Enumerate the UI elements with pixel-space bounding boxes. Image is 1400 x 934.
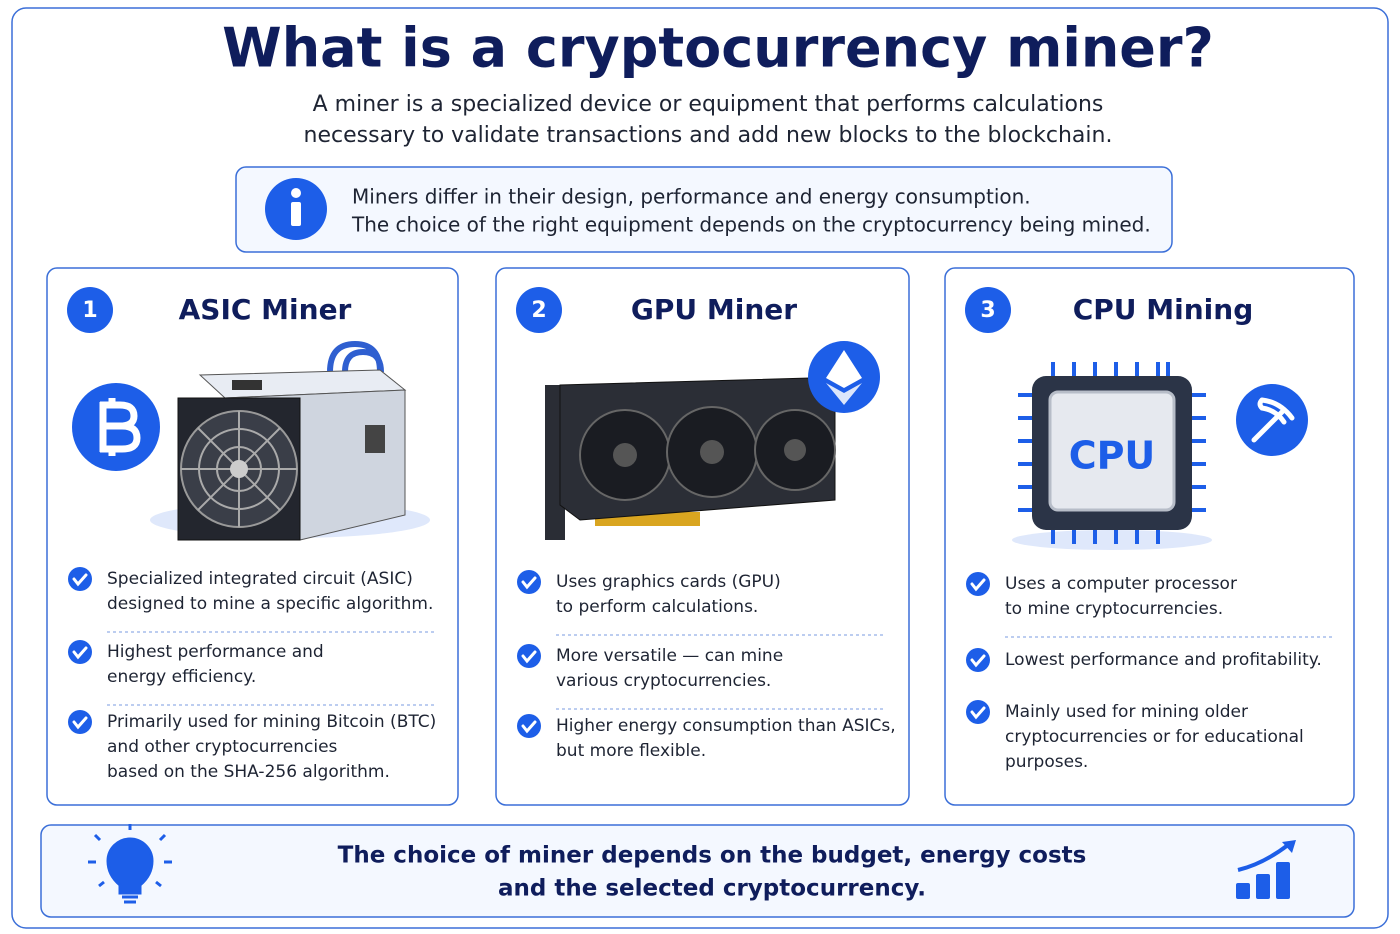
footer-text: and the selected cryptocurrency.: [498, 876, 926, 902]
cpu-illustration: [1012, 362, 1308, 550]
bullet-text: purposes.: [1005, 752, 1088, 772]
subtitle: A miner is a specialized device or equip…: [313, 92, 1104, 117]
lightbulb-icon: [88, 824, 172, 904]
bullet-text: Lowest performance and profitability.: [1005, 650, 1322, 670]
card-number: 1: [82, 298, 97, 323]
card-title: ASIC Miner: [179, 293, 352, 326]
bullet-text: energy efficiency.: [107, 667, 256, 687]
info-text: The choice of the right equipment depend…: [351, 213, 1151, 237]
card-title: CPU Mining: [1073, 293, 1254, 326]
chart-icon: [1236, 840, 1296, 899]
footer-text: The choice of miner depends on the budge…: [338, 843, 1087, 869]
card-title: GPU Miner: [631, 293, 797, 326]
bullet-text: Uses a computer processor: [1005, 574, 1237, 594]
bullet-text: Uses graphics cards (GPU): [556, 572, 781, 592]
bullet-text: and other cryptocurrencies: [107, 737, 338, 757]
card-number: 2: [531, 298, 546, 323]
check-icon: [68, 567, 92, 591]
card-number: 3: [980, 298, 995, 323]
bullet-text: to mine cryptocurrencies.: [1005, 599, 1223, 619]
bullet-text: More versatile — can mine: [556, 646, 783, 666]
check-icon: [68, 710, 92, 734]
title: What is a cryptocurrency miner?: [222, 17, 1214, 80]
bullet-text: Highest performance and: [107, 642, 324, 662]
check-icon: [966, 700, 990, 724]
check-icon: [966, 648, 990, 672]
check-icon: [517, 570, 541, 594]
number-badge: [965, 287, 1011, 333]
bullet-text: Higher energy consumption than ASICs,: [556, 716, 896, 736]
info-text: Miners differ in their design, performan…: [352, 185, 1031, 209]
footer-box: [40, 824, 1355, 918]
bullet-text: Specialized integrated circuit (ASIC): [107, 569, 413, 589]
bullet-text: but more flexible.: [556, 741, 706, 761]
bullet-text: based on the SHA-256 algorithm.: [107, 762, 390, 782]
bullet-text: to perform calculations.: [556, 597, 758, 617]
info-box: [235, 166, 1173, 253]
info-icon: [265, 178, 327, 240]
gpu-illustration: [545, 341, 880, 540]
bullet-text: cryptocurrencies or for educational: [1005, 727, 1304, 747]
check-icon: [966, 572, 990, 596]
bullet-text: Mainly used for mining older: [1005, 702, 1248, 722]
bullet-text: various cryptocurrencies.: [556, 671, 771, 691]
subtitle: necessary to validate transactions and a…: [304, 123, 1113, 148]
bullet-text: Primarily used for mining Bitcoin (BTC): [107, 712, 436, 732]
check-icon: [68, 640, 92, 664]
number-badge: [67, 287, 113, 333]
check-icon: [517, 644, 541, 668]
bullet-text: designed to mine a specific algorithm.: [107, 594, 433, 614]
chip-label: CPU: [1069, 434, 1156, 478]
number-badge: [516, 287, 562, 333]
check-icon: [517, 714, 541, 738]
asic-illustration: [72, 340, 430, 541]
